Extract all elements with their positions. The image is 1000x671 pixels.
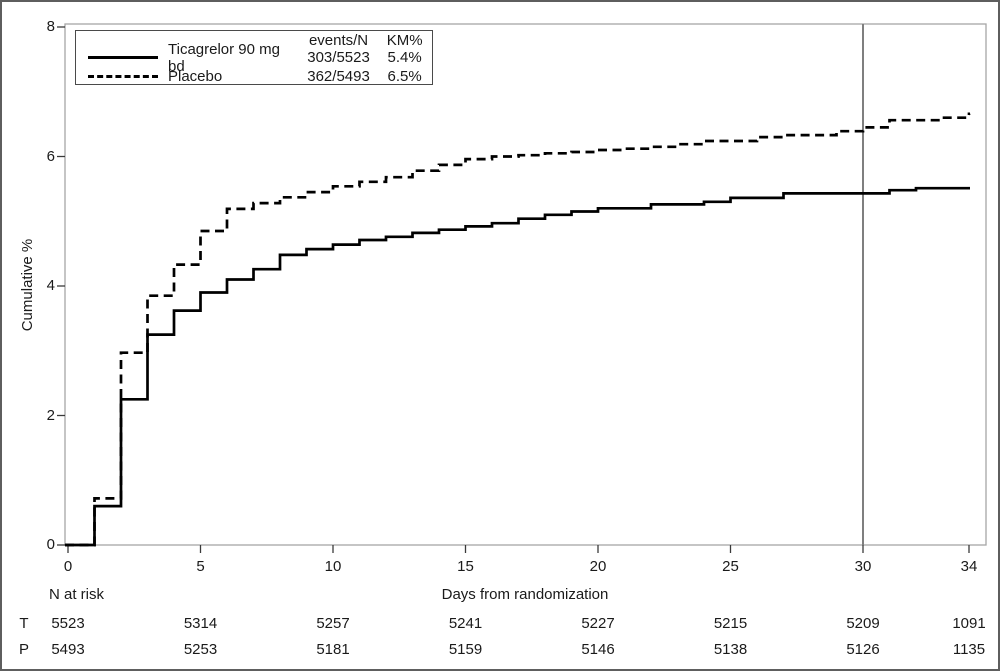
legend-box: events/N KM% Ticagrelor 90 mg bd 303/552… <box>75 30 433 85</box>
x-tick-label: 34 <box>960 558 978 575</box>
legend-events-placebo: 362/5493 <box>307 68 370 85</box>
legend-col-header-events: events/N <box>308 31 369 49</box>
solid-line-swatch-icon <box>88 56 158 59</box>
risk-value: 5146 <box>581 641 615 658</box>
y-tick-label: 2 <box>46 406 55 424</box>
x-tick-label: 0 <box>63 558 73 575</box>
x-tick-label: 15 <box>457 558 474 575</box>
risk-value: 5241 <box>448 615 483 632</box>
risk-value: 5181 <box>316 641 350 658</box>
x-tick-label: 5 <box>196 558 205 575</box>
risk-value: 5523 <box>51 615 85 632</box>
risk-value: 5159 <box>448 641 483 658</box>
risk-row-label-t: T <box>19 615 29 632</box>
y-tick-label: 6 <box>46 147 55 165</box>
y-tick-label: 4 <box>46 277 55 294</box>
y-tick-label: 0 <box>46 536 55 553</box>
legend-label-ticagrelor: Ticagrelor 90 mg bd <box>168 40 280 75</box>
risk-value: 5209 <box>846 615 880 632</box>
legend-km-ticagrelor: 5.4% <box>387 49 422 66</box>
risk-value: 5253 <box>183 641 218 658</box>
x-tick-label: 30 <box>854 558 872 575</box>
placebo-curve <box>65 112 971 547</box>
dashed-line-swatch-icon <box>88 75 158 78</box>
risk-value: 5215 <box>713 615 748 632</box>
risk-value: 1091 <box>952 615 986 632</box>
legend-label-placebo: Placebo <box>168 68 223 85</box>
x-tick-label: 20 <box>589 558 607 575</box>
legend-events-ticagrelor: 303/5523 <box>307 49 370 66</box>
legend-km-placebo: 6.5% <box>387 68 422 85</box>
risk-row-label-p: P <box>18 641 29 658</box>
risk-value: 5314 <box>183 615 218 632</box>
plot-frame <box>64 23 987 546</box>
x-axis-title: Days from randomization <box>441 586 609 603</box>
risk-value: 1135 <box>952 641 986 658</box>
legend-col-header-km: KM% <box>386 31 423 49</box>
legend-row-placebo: Placebo 362/5493 6.5% <box>76 67 432 86</box>
n-at-risk-label: N at risk <box>49 586 105 603</box>
risk-value: 5138 <box>713 641 748 658</box>
legend-header-row: events/N KM% <box>76 31 432 49</box>
risk-value: 5257 <box>316 615 350 632</box>
risk-value: 5493 <box>51 641 85 658</box>
ticagrelor-curve <box>65 186 970 547</box>
risk-value: 5126 <box>846 641 880 658</box>
risk-value: 5227 <box>581 615 615 632</box>
x-tick-label: 25 <box>722 558 739 575</box>
legend-row-ticagrelor: Ticagrelor 90 mg bd 303/5523 5.4% <box>76 41 432 75</box>
y-tick-label: 8 <box>46 18 55 35</box>
x-tick-label: 10 <box>324 558 342 575</box>
